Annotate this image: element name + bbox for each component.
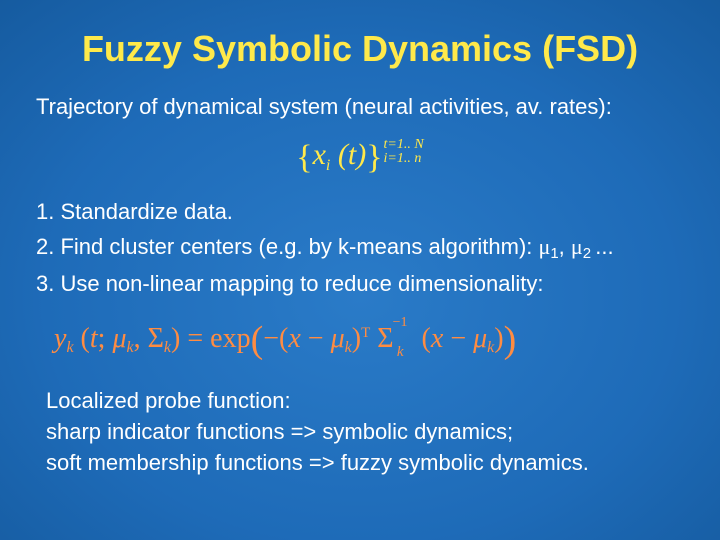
- index-bottom: i=1.. n: [384, 152, 424, 166]
- mu-k2: μ: [331, 323, 345, 354]
- rparen-2: ): [352, 323, 361, 354]
- bottom-line-1: Localized probe function:: [46, 386, 684, 417]
- sub-k2: k: [127, 339, 134, 356]
- formula-trajectory: {xi (t)}t=1.. Ni=1.. n: [36, 138, 684, 177]
- minus-1: −: [263, 323, 279, 354]
- list-item-2: 2. Find cluster centers (e.g. by k-means…: [36, 230, 684, 266]
- big-lparen: (: [251, 319, 264, 361]
- bottom-line-2: sharp indicator functions => symbolic dy…: [46, 417, 684, 448]
- var-y: y: [54, 323, 66, 354]
- numbered-list: 1. Standardize data. 2. Find cluster cen…: [36, 195, 684, 301]
- minus-3: −: [443, 323, 473, 354]
- brace-open: {: [296, 139, 312, 176]
- bottom-paragraph: Localized probe function: sharp indicato…: [46, 386, 684, 478]
- rparen-3: ): [494, 323, 503, 354]
- rparen-1: ): [171, 323, 180, 354]
- lparen-1: (: [74, 323, 90, 354]
- paren-open: (: [330, 138, 348, 171]
- comma: ,: [559, 234, 571, 259]
- slide: Fuzzy Symbolic Dynamics (FSD) Trajectory…: [0, 0, 720, 540]
- var-x: x: [313, 138, 326, 171]
- sigma-inverse: Σ−1k: [377, 323, 393, 355]
- sub-k3: k: [164, 339, 171, 356]
- var-x2: x: [431, 323, 443, 354]
- sub-k1: k: [66, 339, 73, 356]
- var-t2: t: [90, 323, 98, 354]
- mu-2: μ: [571, 234, 583, 259]
- big-rparen: ): [504, 319, 517, 361]
- bottom-line-3: soft membership functions => fuzzy symbo…: [46, 448, 684, 479]
- subtitle-text: Trajectory of dynamical system (neural a…: [36, 92, 684, 122]
- mu-1-sub: 1: [550, 245, 558, 262]
- var-x1: x: [288, 323, 300, 354]
- sigma-1: Σ: [148, 323, 164, 354]
- semicolon: ;: [98, 323, 113, 354]
- sigma-2: Σ: [377, 323, 393, 354]
- brace-close: }: [366, 139, 382, 176]
- slide-title: Fuzzy Symbolic Dynamics (FSD): [36, 28, 684, 70]
- comma-1: ,: [134, 323, 148, 354]
- sup-inv: −1: [393, 315, 408, 331]
- mu-1: μ: [539, 234, 551, 259]
- paren-close: ): [356, 138, 366, 171]
- ellipsis: ...: [595, 234, 613, 259]
- sup-T: T: [361, 325, 370, 341]
- sub-k4: k: [345, 339, 352, 356]
- list-item-3: 3. Use non-linear mapping to reduce dime…: [36, 267, 684, 300]
- list-item-1: 1. Standardize data.: [36, 195, 684, 228]
- mu-2-sub: 2: [583, 245, 596, 262]
- list-item-2-text: 2. Find cluster centers (e.g. by k-means…: [36, 234, 539, 259]
- lparen-3: (: [422, 323, 431, 354]
- index-top: t=1.. N: [384, 138, 424, 152]
- minus-2: −: [301, 323, 331, 354]
- var-t: t: [348, 138, 356, 171]
- lparen-2: (: [279, 323, 288, 354]
- mu-k3: μ: [473, 323, 487, 354]
- mu-k1: μ: [112, 323, 126, 354]
- formula-mapping: yk (t; μk, Σk) = exp(−(x − μk)T Σ−1k (x …: [54, 318, 684, 362]
- sub-k5: k: [397, 344, 404, 361]
- equals-exp: = exp: [180, 323, 250, 354]
- index-stack: t=1.. Ni=1.. n: [384, 138, 424, 166]
